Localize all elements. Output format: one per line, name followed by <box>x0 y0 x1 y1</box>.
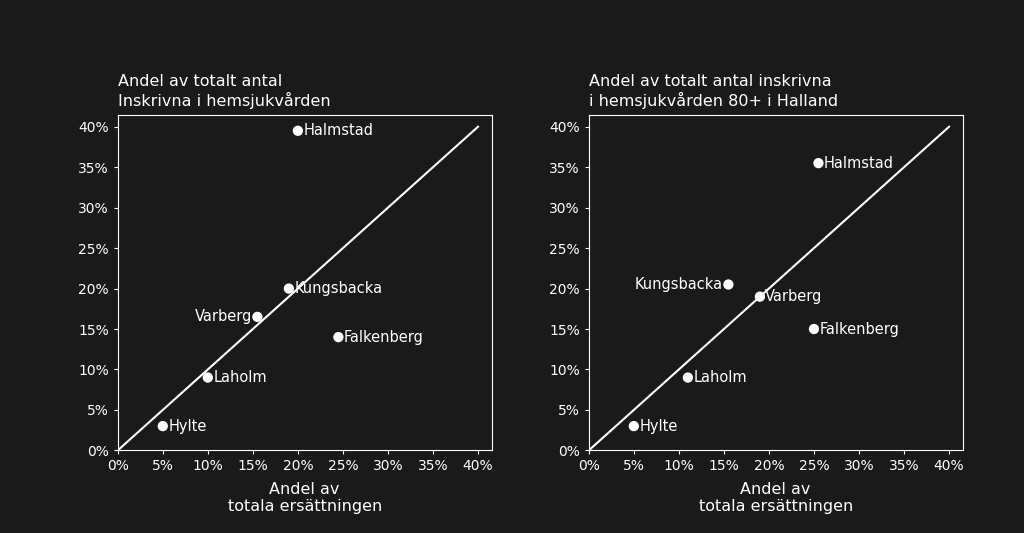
Point <box>752 293 768 301</box>
Text: Halmstad: Halmstad <box>824 156 894 171</box>
Text: Varberg: Varberg <box>195 309 252 325</box>
Text: Laholm: Laholm <box>693 370 746 385</box>
Text: Andel av totalt antal
Inskrivna i hemsjukvården: Andel av totalt antal Inskrivna i hemsju… <box>118 75 331 109</box>
Point <box>290 126 306 135</box>
Text: Andel av totalt antal inskrivna
i hemsjukvården 80+ i Halland: Andel av totalt antal inskrivna i hemsju… <box>589 75 838 109</box>
Text: Laholm: Laholm <box>213 370 267 385</box>
Text: Kungsbacka: Kungsbacka <box>635 277 723 292</box>
Text: Kungsbacka: Kungsbacka <box>294 281 382 296</box>
Point <box>200 373 216 382</box>
Text: Varberg: Varberg <box>765 289 822 304</box>
Point <box>720 280 736 289</box>
Point <box>281 284 297 293</box>
Point <box>680 373 696 382</box>
Text: Falkenberg: Falkenberg <box>344 329 424 345</box>
Point <box>626 422 642 430</box>
Text: Hylte: Hylte <box>639 418 678 434</box>
Point <box>155 422 171 430</box>
Point <box>249 313 265 321</box>
Point <box>806 325 822 333</box>
Point <box>810 159 826 167</box>
Text: Hylte: Hylte <box>168 418 207 434</box>
X-axis label: Andel av
totala ersättningen: Andel av totala ersättningen <box>698 482 853 514</box>
Text: Falkenberg: Falkenberg <box>819 321 899 336</box>
Text: Halmstad: Halmstad <box>303 123 374 138</box>
X-axis label: Andel av
totala ersättningen: Andel av totala ersättningen <box>227 482 382 514</box>
Point <box>330 333 346 341</box>
